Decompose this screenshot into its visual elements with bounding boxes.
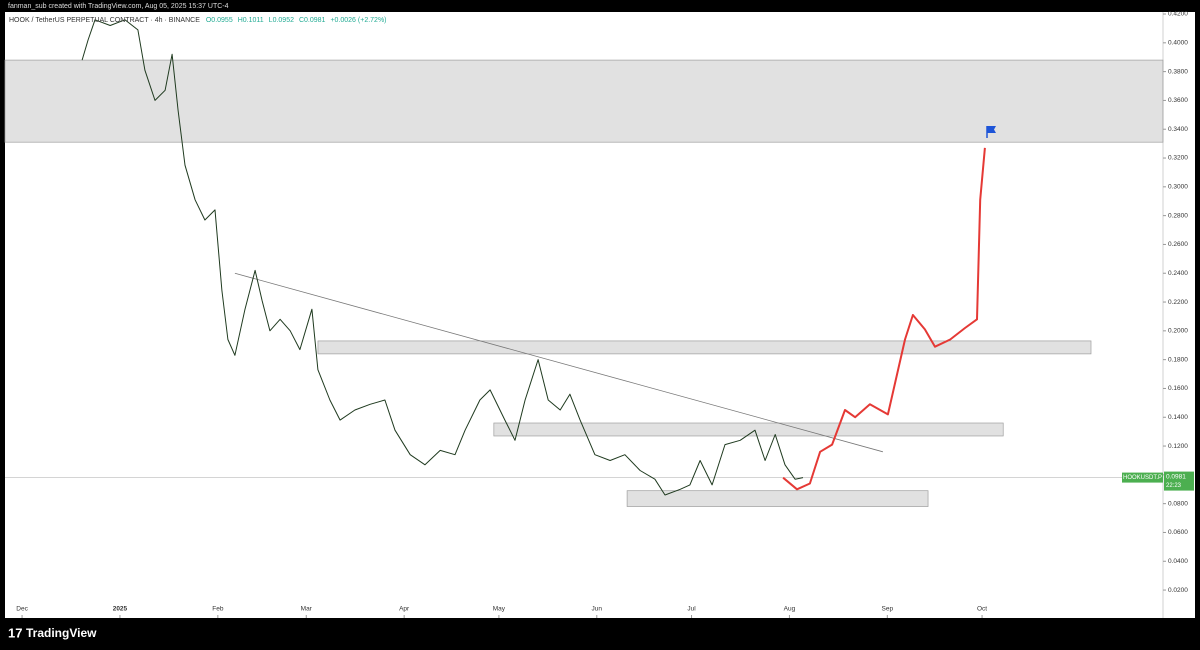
symbol-title: HOOK / TetherUS PERPETUAL CONTRACT · 4h … [9, 17, 200, 24]
y-tick-label: 0.1800 [1168, 356, 1188, 363]
y-tick-label: 0.0600 [1168, 529, 1188, 536]
y-tick-label: 0.2400 [1168, 270, 1188, 277]
zone [626, 490, 929, 507]
attribution: fanman_sub created with TradingView.com,… [8, 3, 229, 10]
y-tick-label: 0.2800 [1168, 212, 1188, 219]
y-tick-label: 0.4200 [1168, 11, 1188, 18]
price-tag [1164, 471, 1194, 491]
y-tick-label: 0.0800 [1168, 500, 1188, 507]
y-tick-label: 0.3000 [1168, 184, 1188, 191]
plot: 0.4200 0.4000 0.3800 0.3600 0.3400 0.3200 0.30… [4, 11, 1188, 618]
y-tick-label: 0.1400 [1168, 414, 1188, 421]
price-tag-countdown: 22:23 [1166, 483, 1182, 489]
ohlc-value: L0.0952 [269, 17, 294, 24]
brand: 17 TradingView [8, 625, 97, 640]
brand-name: TradingView [26, 626, 97, 640]
x-tick-label: Aug [784, 606, 796, 613]
chart-panel [5, 12, 1195, 618]
x-tick-label: Oct [977, 606, 987, 613]
x-tick-label: Apr [399, 606, 410, 613]
ohlc-value: O0.0955 [206, 17, 233, 24]
x-tick-label: Dec [16, 606, 28, 613]
symbol-tag [1122, 472, 1163, 483]
x-tick-label: 2025 [113, 606, 128, 613]
x-tick-label: Jun [592, 606, 603, 613]
y-tick-label: 0.3800 [1168, 68, 1188, 75]
y-tick-label: 0.2200 [1168, 299, 1188, 306]
y-tick-label: 0.4000 [1168, 40, 1188, 47]
price-line [81, 19, 804, 496]
zone [317, 340, 1092, 355]
x-tick-label: Feb [212, 606, 224, 613]
x-tick-label: May [493, 606, 506, 613]
y-tick-label: 0.2000 [1168, 328, 1188, 335]
brand-logo: 17 [8, 625, 22, 640]
price-tag-value: 0.0981 [1166, 473, 1186, 480]
ohlc-value: H0.1011 [238, 17, 264, 24]
y-tick-label: 0.3600 [1168, 97, 1188, 104]
y-tick-label: 0.1200 [1168, 443, 1188, 450]
x-tick-label: Mar [301, 606, 313, 613]
zone [4, 59, 1164, 143]
y-tick-label: 0.3400 [1168, 126, 1188, 133]
target-flag [986, 126, 996, 138]
flag [987, 126, 996, 133]
y-tick-label: 0.3200 [1168, 155, 1188, 162]
price-line [782, 147, 986, 491]
y-tick-label: 0.1600 [1168, 385, 1188, 392]
zone [493, 422, 1004, 437]
x-tick-label: Sep [882, 606, 894, 613]
y-tick-label: 0.0400 [1168, 558, 1188, 565]
x-tick-label: Jul [687, 606, 696, 613]
ohlc-value: C0.0981 [299, 17, 326, 24]
y-tick-label: 0.2600 [1168, 241, 1188, 248]
trendline [234, 272, 884, 453]
symbol-tag-text: HOOKUSDT.P [1123, 475, 1162, 481]
ohlc-value: +0.0026 (+2.72%) [330, 17, 386, 24]
y-tick-label: 0.0200 [1168, 587, 1188, 594]
